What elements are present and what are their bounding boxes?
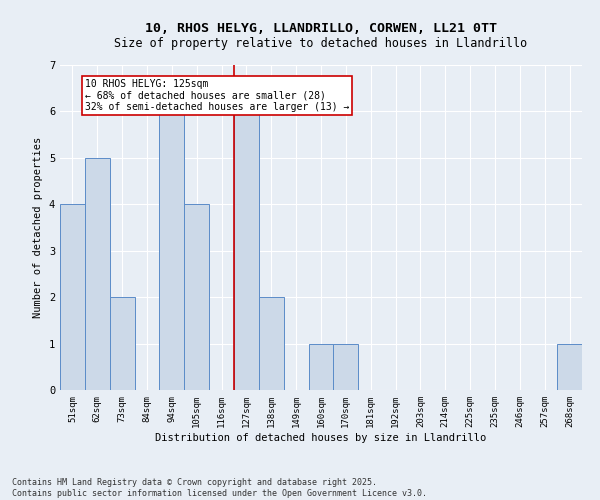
Bar — [259, 297, 284, 390]
Bar — [85, 158, 110, 390]
Bar — [308, 344, 334, 390]
Bar — [110, 297, 134, 390]
X-axis label: Distribution of detached houses by size in Llandrillo: Distribution of detached houses by size … — [155, 432, 487, 442]
Text: 10 RHOS HELYG: 125sqm
← 68% of detached houses are smaller (28)
32% of semi-deta: 10 RHOS HELYG: 125sqm ← 68% of detached … — [85, 79, 349, 112]
Bar — [334, 344, 358, 390]
Text: 10, RHOS HELYG, LLANDRILLO, CORWEN, LL21 0TT: 10, RHOS HELYG, LLANDRILLO, CORWEN, LL21… — [145, 22, 497, 36]
Y-axis label: Number of detached properties: Number of detached properties — [34, 137, 43, 318]
Bar — [234, 112, 259, 390]
Bar — [60, 204, 85, 390]
Bar — [557, 344, 582, 390]
Text: Contains HM Land Registry data © Crown copyright and database right 2025.
Contai: Contains HM Land Registry data © Crown c… — [12, 478, 427, 498]
Text: Size of property relative to detached houses in Llandrillo: Size of property relative to detached ho… — [115, 38, 527, 51]
Bar — [184, 204, 209, 390]
Bar — [160, 112, 184, 390]
